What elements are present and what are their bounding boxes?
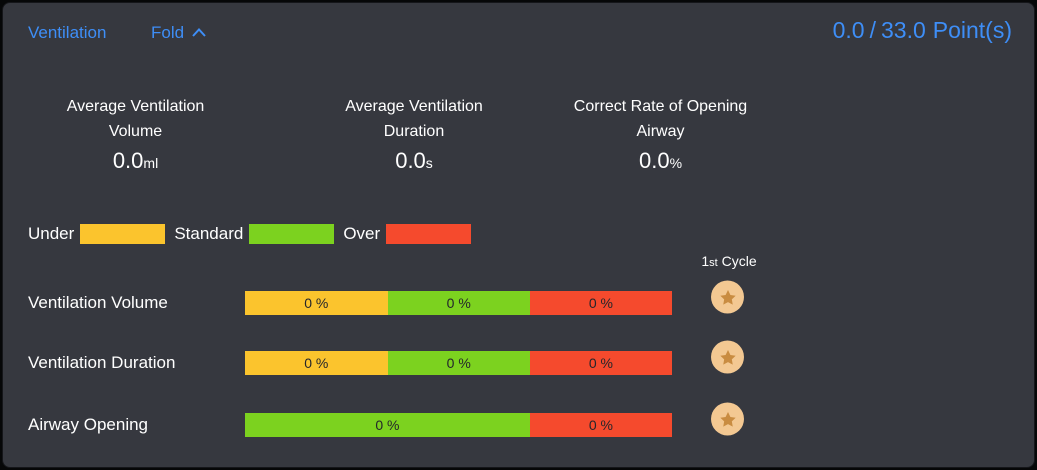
legend-swatch bbox=[249, 224, 335, 244]
stacked-bar: 0 % 0 % 0 % bbox=[245, 291, 672, 315]
cycle-column-header: 1st Cycle bbox=[701, 253, 757, 269]
cycle-star-badge bbox=[711, 402, 744, 436]
panel-title: Ventilation bbox=[28, 23, 107, 42]
bar-segment: 0 % bbox=[529, 413, 672, 437]
stacked-bar: 0 % 0 % 0 % bbox=[245, 351, 672, 375]
bar-segment: 0 % bbox=[245, 291, 388, 315]
star-icon bbox=[718, 287, 738, 307]
bar-segment: 0 % bbox=[387, 291, 530, 315]
chevron-up-icon bbox=[184, 23, 207, 43]
fold-label: Fold bbox=[151, 23, 185, 42]
score-total: 33.0 bbox=[880, 17, 926, 43]
legend-swatch bbox=[80, 224, 166, 244]
score-current: 0.0 bbox=[832, 17, 865, 43]
row-label: Ventilation Duration bbox=[28, 353, 176, 372]
legend-label: Over bbox=[343, 224, 381, 243]
stat-value: 0.0ml bbox=[112, 148, 159, 173]
score-unit: Point(s) bbox=[932, 17, 1012, 43]
star-icon bbox=[718, 409, 738, 429]
stat-unit: % bbox=[669, 155, 683, 171]
legend-label: Under bbox=[28, 224, 75, 243]
stat-correct-rate-opening-airway: Correct Rate of Opening Airway 0.0% bbox=[533, 94, 788, 174]
bar-segment: 0 % bbox=[529, 351, 672, 375]
row-ventilation-volume: Ventilation Volume 0 % 0 % 0 % bbox=[3, 280, 1034, 315]
cycle-star-badge bbox=[711, 280, 744, 314]
bar-segment: 0 % bbox=[245, 351, 388, 375]
stacked-bar: 0 % 0 % bbox=[245, 413, 672, 437]
score-separator: / bbox=[869, 17, 876, 43]
stat-value: 0.0s bbox=[395, 148, 433, 173]
bar-segment: 0 % bbox=[387, 351, 530, 375]
stat-value: 0.0% bbox=[638, 148, 683, 173]
legend: Under Standard Over bbox=[28, 222, 480, 246]
score-display: 0.0/33.0 Point(s) bbox=[833, 17, 1012, 44]
stat-title: Correct Rate of Opening Airway bbox=[573, 98, 748, 140]
stat-title: Average Ventilation Duration bbox=[345, 98, 483, 140]
row-ventilation-duration: Ventilation Duration 0 % 0 % 0 % bbox=[3, 340, 1034, 375]
row-label: Ventilation Volume bbox=[28, 293, 168, 312]
row-label: Airway Opening bbox=[28, 415, 149, 434]
stat-unit: ml bbox=[143, 155, 159, 171]
bar-segment: 0 % bbox=[529, 291, 672, 315]
stat-average-ventilation-duration: Average Ventilation Duration 0.0s bbox=[283, 94, 545, 174]
stat-unit: s bbox=[425, 155, 433, 171]
fold-toggle-button[interactable]: Fold bbox=[151, 23, 207, 43]
legend-swatch bbox=[386, 224, 472, 244]
legend-label: Standard bbox=[174, 224, 244, 243]
cycle-star-badge bbox=[711, 340, 744, 374]
stat-title: Average Ventilation Volume bbox=[66, 98, 205, 140]
stat-average-ventilation-volume: Average Ventilation Volume 0.0ml bbox=[23, 94, 248, 174]
bar-segment: 0 % bbox=[245, 413, 530, 437]
star-icon bbox=[718, 347, 738, 367]
row-airway-opening: Airway Opening 0 % 0 % bbox=[3, 402, 1034, 437]
